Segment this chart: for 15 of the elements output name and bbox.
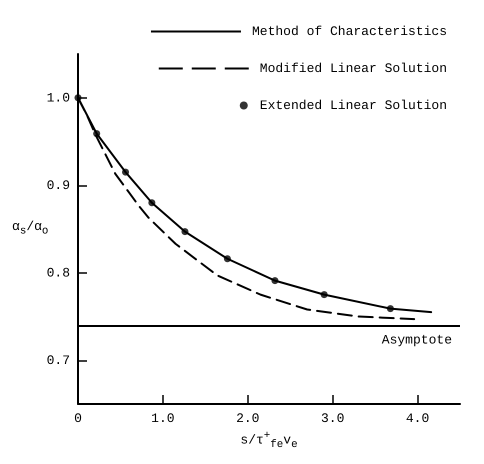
ref-line-label: Asymptote [382, 332, 452, 348]
x-tick-label: 1.0 [151, 411, 175, 426]
legend-label: Modified Linear Solution [260, 61, 448, 76]
x-tick-label: 4.0 [406, 411, 430, 426]
x-tick-label: 3.0 [320, 411, 344, 426]
legend-label: Method of Characteristics [252, 24, 448, 39]
x-tick-label: 0 [74, 411, 82, 426]
y-tick-label: 0.9 [46, 178, 70, 193]
y-tick-label: 1.0 [46, 90, 70, 106]
x-axis-title: s/τ$^{+}$$_{fe}$v$_{e}$ [239, 430, 299, 451]
legend-label: Extended Linear Solution [260, 98, 448, 113]
x-tick-label: 2.0 [236, 411, 260, 426]
y-axis-title: α$_{s}$/α$_{o}$ [12, 219, 48, 238]
y-tick-label: 0.7 [46, 352, 70, 368]
y-tick-label: 0.8 [46, 265, 70, 280]
